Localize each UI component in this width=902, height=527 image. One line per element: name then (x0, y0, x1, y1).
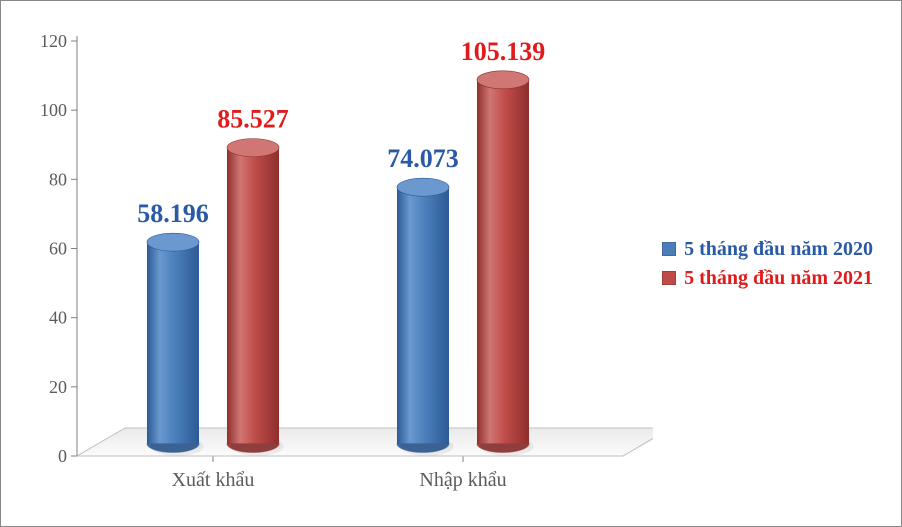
bar-top-cap (397, 178, 449, 196)
bar-top-cap (477, 71, 529, 89)
bar-value-label: 85.527 (217, 105, 289, 134)
bar-top-cap (227, 139, 279, 157)
category-label: Nhập khẩu (419, 469, 506, 491)
legend-item-2021: 5 tháng đầu năm 2021 (662, 267, 873, 290)
legend-label-2020: 5 tháng đầu năm 2020 (684, 238, 873, 261)
y-tick-label: 80 (49, 169, 67, 189)
bar-value-label: 74.073 (387, 144, 459, 173)
legend-swatch-2020 (662, 242, 676, 256)
y-tick-label: 60 (49, 239, 67, 259)
bar-body-overlay (147, 242, 199, 443)
y-tick-label: 40 (49, 308, 67, 328)
y-tick-label: 120 (40, 31, 67, 51)
bar-top-cap (147, 233, 199, 251)
legend: 5 tháng đầu năm 2020 5 tháng đầu năm 202… (662, 232, 873, 296)
bar-body-overlay (397, 187, 449, 443)
legend-label-2021: 5 tháng đầu năm 2021 (684, 267, 873, 290)
bar-body-overlay (227, 148, 279, 444)
chart-frame: 0 20 40 60 80 100 120 Xuất khẩu 58.196 85.527 Nhập… (0, 0, 902, 527)
bar-value-label: 105.139 (461, 37, 546, 66)
legend-swatch-2021 (662, 271, 676, 285)
y-tick-label: 100 (40, 100, 67, 120)
legend-item-2020: 5 tháng đầu năm 2020 (662, 238, 873, 261)
y-tick-label: 20 (49, 377, 67, 397)
y-tick-label: 0 (58, 446, 67, 466)
bar-value-label: 58.196 (137, 199, 209, 228)
bar-body-overlay (477, 80, 529, 444)
category-label: Xuất khẩu (172, 469, 255, 491)
chart-svg: 0 20 40 60 80 100 120 Xuất khẩu 58.196 85.527 Nhập… (13, 11, 653, 516)
